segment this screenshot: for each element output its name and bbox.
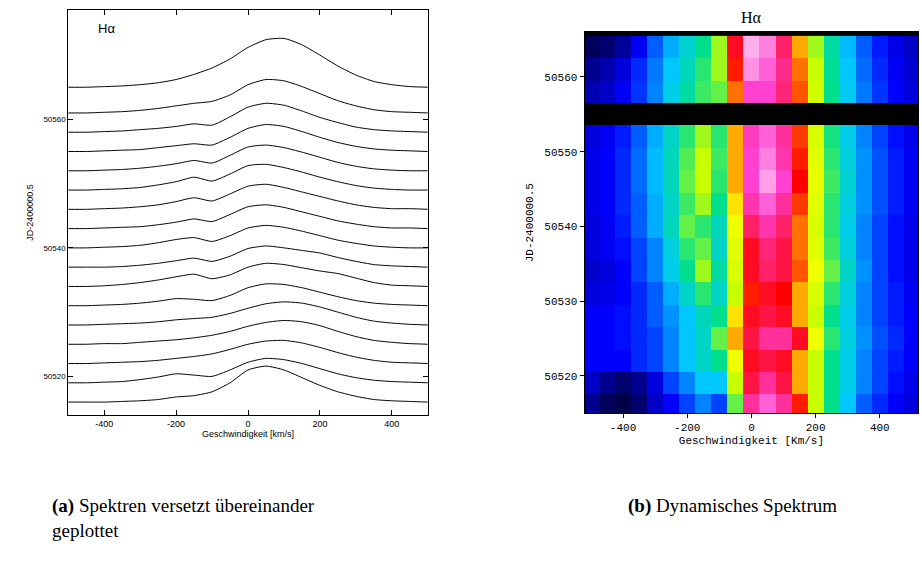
svg-text:50560: 50560	[544, 72, 577, 84]
svg-text:Hα: Hα	[741, 9, 762, 26]
svg-text:50520: 50520	[544, 371, 577, 383]
svg-text:50550: 50550	[544, 147, 577, 159]
svg-text:50540: 50540	[43, 244, 66, 253]
svg-text:JD-2400000.5: JD-2400000.5	[25, 184, 35, 241]
svg-text:Hα: Hα	[98, 21, 115, 36]
svg-text:JD-2400000.5: JD-2400000.5	[524, 183, 536, 262]
svg-text:50540: 50540	[544, 221, 577, 233]
svg-text:200: 200	[312, 419, 327, 429]
svg-text:-400: -400	[95, 419, 113, 429]
svg-text:0: 0	[748, 422, 755, 434]
svg-text:-400: -400	[610, 422, 636, 434]
svg-text:50530: 50530	[544, 296, 577, 308]
svg-text:0: 0	[246, 419, 251, 429]
svg-text:(a) Spektren versetzt übereina: (a) Spektren versetzt übereinandergeplot…	[52, 495, 315, 541]
svg-text:-200: -200	[167, 419, 185, 429]
svg-text:400: 400	[384, 419, 399, 429]
svg-text:50560: 50560	[43, 115, 66, 124]
svg-text:-200: -200	[674, 422, 700, 434]
svg-text:(b) Dynamisches Spektrum: (b) Dynamisches Spektrum	[628, 495, 837, 517]
svg-text:Geschwindigkeit [km/s]: Geschwindigkeit [km/s]	[202, 429, 294, 439]
svg-text:400: 400	[870, 422, 890, 434]
svg-text:50520: 50520	[43, 372, 66, 381]
svg-text:Geschwindigkeit [Km/s]: Geschwindigkeit [Km/s]	[679, 435, 824, 447]
svg-text:200: 200	[806, 422, 826, 434]
